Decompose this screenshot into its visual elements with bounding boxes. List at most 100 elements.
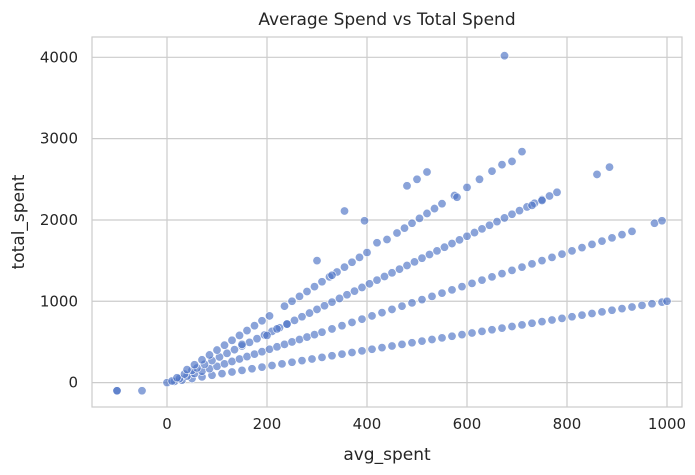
data-point bbox=[637, 300, 647, 310]
data-point bbox=[137, 386, 147, 396]
data-point bbox=[377, 308, 387, 318]
data-point bbox=[507, 265, 517, 275]
data-point bbox=[447, 331, 457, 341]
data-point bbox=[237, 365, 247, 375]
data-point bbox=[402, 181, 412, 191]
data-point bbox=[309, 330, 319, 340]
data-point bbox=[497, 323, 507, 333]
x-tick-label: 1000 bbox=[648, 415, 686, 433]
data-point bbox=[282, 319, 292, 329]
data-point bbox=[379, 271, 389, 281]
data-point bbox=[272, 324, 282, 334]
data-point bbox=[212, 345, 222, 355]
data-point bbox=[327, 351, 337, 361]
data-point bbox=[227, 335, 237, 345]
data-point bbox=[342, 290, 352, 300]
data-point bbox=[477, 224, 487, 234]
data-point bbox=[517, 262, 527, 272]
data-point bbox=[372, 275, 382, 285]
data-point bbox=[474, 174, 484, 184]
data-point bbox=[567, 246, 577, 256]
data-point bbox=[242, 352, 252, 362]
data-point bbox=[527, 318, 537, 328]
data-point bbox=[339, 262, 349, 272]
data-point bbox=[297, 356, 307, 366]
data-point bbox=[507, 209, 517, 219]
data-point bbox=[487, 325, 497, 335]
data-point bbox=[337, 321, 347, 331]
data-point bbox=[297, 312, 307, 322]
data-point bbox=[452, 192, 462, 202]
data-point bbox=[617, 304, 627, 314]
data-point bbox=[467, 328, 477, 338]
data-point bbox=[462, 182, 472, 192]
data-point bbox=[477, 326, 487, 336]
x-axis-label: avg_spent bbox=[343, 445, 431, 465]
data-point bbox=[407, 298, 417, 308]
data-point bbox=[257, 362, 267, 372]
data-point bbox=[427, 335, 437, 345]
data-point bbox=[499, 51, 509, 61]
data-point bbox=[339, 206, 349, 216]
data-point bbox=[312, 256, 322, 266]
data-point bbox=[327, 297, 337, 307]
data-point bbox=[407, 338, 417, 348]
data-point bbox=[317, 277, 327, 287]
data-point bbox=[587, 308, 597, 318]
data-point bbox=[412, 174, 422, 184]
data-points bbox=[112, 51, 672, 396]
data-point bbox=[402, 261, 412, 271]
data-point bbox=[220, 340, 230, 350]
data-point bbox=[514, 206, 524, 216]
data-point bbox=[347, 257, 357, 267]
data-point bbox=[507, 321, 517, 331]
data-point bbox=[392, 228, 402, 238]
data-point bbox=[662, 296, 672, 306]
data-point bbox=[235, 354, 245, 364]
data-point bbox=[337, 349, 347, 359]
data-point bbox=[197, 355, 207, 365]
data-point bbox=[487, 272, 497, 282]
data-point bbox=[597, 307, 607, 317]
data-point bbox=[399, 223, 409, 233]
data-point bbox=[252, 334, 262, 344]
data-point bbox=[245, 337, 255, 347]
data-point bbox=[437, 199, 447, 209]
data-point bbox=[347, 348, 357, 358]
data-point bbox=[552, 187, 562, 197]
data-point bbox=[649, 218, 659, 228]
x-tick-label: 600 bbox=[453, 415, 482, 433]
data-point bbox=[362, 247, 372, 257]
data-point bbox=[277, 359, 287, 369]
data-point bbox=[222, 348, 232, 358]
tick-labels: 0 200 400 600 800 1000 0 1000 2000 3000 4000 bbox=[40, 48, 686, 433]
data-point bbox=[257, 347, 267, 357]
data-point bbox=[457, 330, 467, 340]
data-point bbox=[302, 287, 312, 297]
data-point bbox=[414, 213, 424, 223]
data-point bbox=[327, 324, 337, 334]
data-point bbox=[604, 162, 614, 172]
data-point bbox=[304, 308, 314, 318]
data-point bbox=[205, 350, 215, 360]
data-point bbox=[262, 330, 272, 340]
data-point bbox=[287, 357, 297, 367]
data-point bbox=[457, 282, 467, 292]
data-point bbox=[235, 330, 245, 340]
y-tick-label: 4000 bbox=[40, 48, 78, 66]
data-point bbox=[364, 279, 374, 289]
data-point bbox=[587, 239, 597, 249]
x-tick-label: 200 bbox=[253, 415, 282, 433]
data-point bbox=[487, 166, 497, 176]
data-point bbox=[557, 249, 567, 259]
data-point bbox=[347, 317, 357, 327]
data-point bbox=[309, 282, 319, 292]
data-point bbox=[367, 344, 377, 354]
data-point bbox=[437, 288, 447, 298]
data-point bbox=[397, 339, 407, 349]
data-point bbox=[230, 345, 240, 355]
data-point bbox=[627, 302, 637, 312]
y-axis-label: total_spent bbox=[9, 174, 29, 269]
plot-frame bbox=[91, 36, 683, 408]
